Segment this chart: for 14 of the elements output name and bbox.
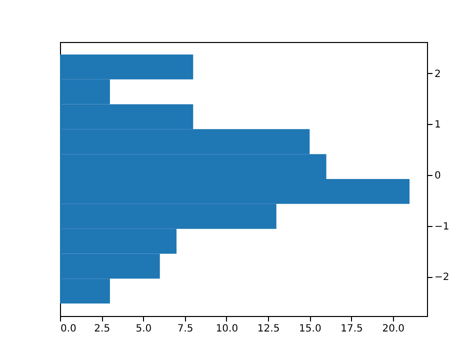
x-tick-label: 5.0 <box>136 324 152 334</box>
x-tick-label: 2.5 <box>94 324 110 334</box>
y-tick-label: −2 <box>434 272 450 284</box>
x-tick-label: 20.0 <box>382 324 405 334</box>
x-tick-label: 15.0 <box>299 324 322 334</box>
y-tick-label: 1 <box>434 120 441 131</box>
y-tick-label: 0 <box>434 170 441 182</box>
x-tick-label: 10.0 <box>216 324 238 334</box>
x-tick-label: 17.5 <box>340 324 363 334</box>
x-tick-label: 12.5 <box>257 324 280 334</box>
x-tick-label: 0.0 <box>60 324 76 334</box>
x-tick-label: 7.5 <box>177 324 194 334</box>
y-tick-label: −1 <box>434 221 450 232</box>
y-tick-label: 2 <box>434 68 441 80</box>
